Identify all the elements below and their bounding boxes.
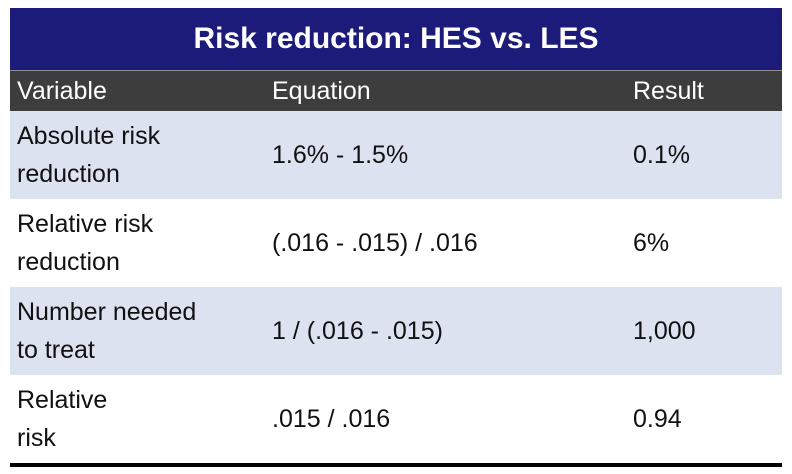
row-variable: Number needed to treat bbox=[10, 293, 272, 369]
risk-reduction-table: Risk reduction: HES vs. LES Variable Equ… bbox=[10, 8, 782, 467]
row-equation: .015 / .016 bbox=[272, 405, 391, 433]
row-variable-line2: risk bbox=[17, 424, 56, 452]
row-result: 1,000 bbox=[633, 317, 696, 345]
row-result: 0.1% bbox=[633, 141, 690, 169]
table-row-relative-risk-reduction: Relative risk reduction (.016 - .015) / … bbox=[10, 199, 782, 287]
header-result: Result bbox=[633, 77, 704, 105]
table-row-absolute-risk-reduction: Absolute risk reduction 1.6% - 1.5% 0.1% bbox=[10, 111, 782, 199]
table-row-number-needed-to-treat: Number needed to treat 1 / (.016 - .015)… bbox=[10, 287, 782, 375]
row-equation: 1 / (.016 - .015) bbox=[272, 317, 443, 345]
row-variable-line2: reduction bbox=[17, 160, 120, 188]
row-variable: Relative risk reduction bbox=[10, 205, 272, 281]
row-variable-line2: to treat bbox=[17, 336, 95, 364]
table-bottom-rule bbox=[10, 463, 782, 467]
row-variable-line1: Absolute risk bbox=[17, 122, 161, 150]
row-variable: Absolute risk reduction bbox=[10, 117, 272, 193]
header-equation: Equation bbox=[272, 77, 371, 105]
row-variable-line2: reduction bbox=[17, 248, 120, 276]
row-equation: (.016 - .015) / .016 bbox=[272, 229, 478, 257]
row-variable-line1: Relative bbox=[17, 386, 108, 414]
row-variable: Relative risk bbox=[10, 381, 272, 457]
row-result: 6% bbox=[633, 229, 670, 257]
table-header-row: Variable Equation Result bbox=[10, 70, 782, 111]
row-variable-line1: Relative risk bbox=[17, 210, 154, 238]
row-variable-line1: Number needed bbox=[17, 298, 197, 326]
table-title: Risk reduction: HES vs. LES bbox=[10, 8, 782, 70]
row-result: 0.94 bbox=[633, 405, 682, 433]
table-row-relative-risk: Relative risk .015 / .016 0.94 bbox=[10, 375, 782, 463]
header-variable: Variable bbox=[17, 77, 107, 105]
row-equation: 1.6% - 1.5% bbox=[272, 141, 409, 169]
